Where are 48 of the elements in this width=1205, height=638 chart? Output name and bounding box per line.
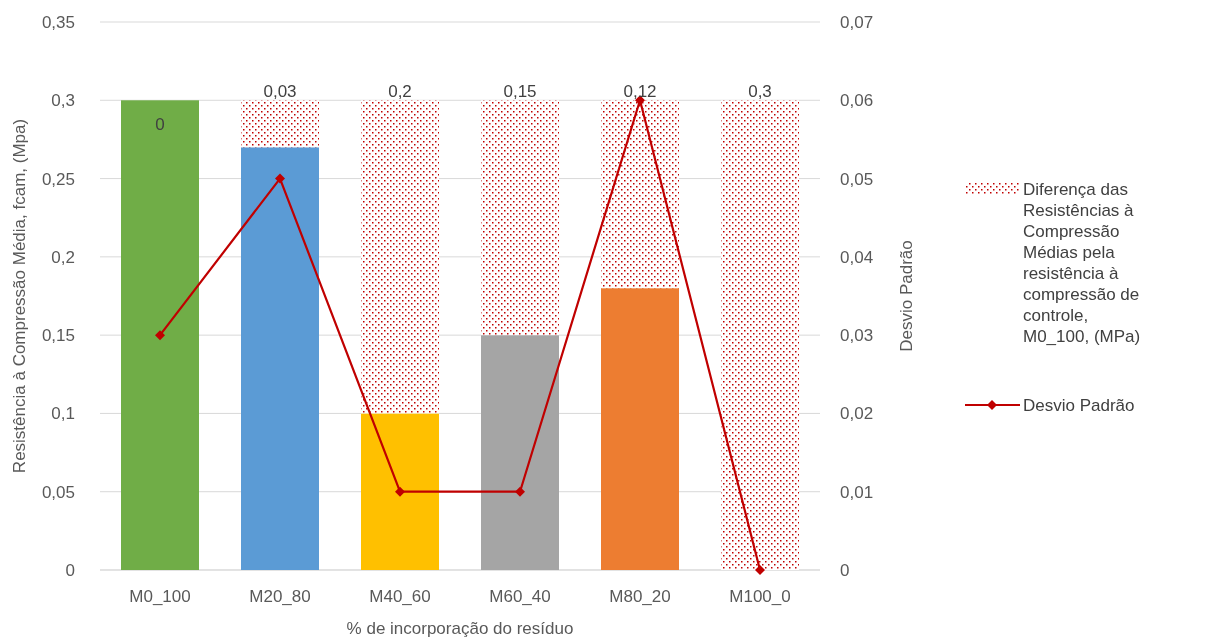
y2-tick-label: 0,01 [840,482,874,502]
point [155,330,165,341]
bar [481,100,559,336]
y-axis-title: Resistência à Compressão Média, fcam, (Mpa) [10,118,29,474]
x-tick-label: M60_40 [489,587,551,606]
bar [601,100,679,289]
y-tick-label: 0,05 [41,482,75,502]
y-tick-label: 0,15 [41,326,75,346]
x-tick-label: M80_20 [609,587,671,606]
y-tick-label: 0,2 [51,247,75,267]
bar [121,100,199,570]
bar [241,100,319,148]
point [515,486,525,497]
y2-tick-label: 0,05 [840,169,874,189]
y2-axis-title: Desvio Padrão [897,240,916,352]
bar [601,288,679,570]
point [755,565,765,575]
x-tick-label: M20_80 [249,587,311,606]
x-axis-title: % de incorporação do resíduo [346,619,574,638]
data-label: 0,3 [748,82,772,102]
data-label: 0,12 [623,82,657,102]
data-label: 0,2 [388,82,412,102]
y2-tick-label: 0,04 [840,247,874,267]
bar [481,335,559,570]
y-tick-label: 0,1 [51,404,75,424]
x-tick-label: M0_100 [129,587,191,606]
x-tick-label: M40_60 [369,587,431,606]
legend-label: Diferença das Resistências à Compressão Médias pela resistência à compressão de controle, M0_100, (MPa) [1023,180,1141,346]
data-label: 0,03 [263,82,297,102]
y2-tick-label: 0,07 [840,13,874,32]
legend-label: Desvio Padrão [1023,396,1135,415]
x-tick-label: M100_0 [729,587,791,606]
point [275,173,285,184]
bar [361,413,439,570]
y-tick-label: 0,3 [51,91,75,111]
bar [361,100,439,414]
y2-tick-label: 0 [840,561,850,580]
y-tick-label: 0 [65,561,75,580]
y2-tick-label: 0,03 [840,326,874,346]
data-label: 0,15 [503,82,537,102]
y2-tick-label: 0,02 [840,404,874,424]
y-tick-label: 0,25 [41,169,75,189]
y-tick-label: 0,35 [41,13,75,32]
y2-tick-label: 0,06 [840,91,874,111]
bar [721,100,799,570]
point [395,486,405,497]
data-label: 0 [155,115,165,135]
bar [241,147,319,570]
